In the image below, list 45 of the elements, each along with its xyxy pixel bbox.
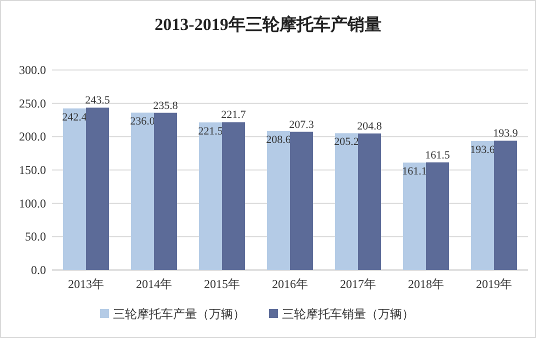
y-tick-label: 100.0 bbox=[19, 196, 46, 210]
y-tick-label: 300.0 bbox=[19, 63, 46, 77]
data-label: 221.7 bbox=[221, 109, 246, 122]
bar bbox=[131, 112, 154, 270]
x-tick-label: 2015年 bbox=[204, 277, 240, 291]
data-label: 221.5 bbox=[198, 125, 224, 138]
y-tick-label: 50.0 bbox=[25, 230, 46, 244]
legend-label: 三轮摩托车产量（万辆） bbox=[113, 307, 245, 321]
bar bbox=[222, 122, 245, 270]
bar bbox=[471, 140, 494, 270]
bar bbox=[426, 162, 449, 270]
y-tick-label: 200.0 bbox=[19, 130, 46, 144]
x-tick-label: 2019年 bbox=[476, 277, 512, 291]
data-label: 208.6 bbox=[266, 134, 292, 146]
bar bbox=[63, 108, 86, 270]
data-label: 204.8 bbox=[357, 120, 382, 132]
data-label: 207.3 bbox=[289, 118, 314, 131]
chart-title: 2013-2019年三轮摩托车产销量 bbox=[154, 15, 382, 34]
bar bbox=[290, 132, 313, 270]
y-tick-label: 150.0 bbox=[19, 163, 46, 177]
bar bbox=[358, 133, 381, 270]
y-tick-label: 250.0 bbox=[19, 96, 46, 110]
data-label: 205.2 bbox=[334, 136, 359, 148]
x-tick-label: 2016年 bbox=[272, 277, 308, 291]
data-label: 193.9 bbox=[493, 128, 518, 140]
x-tick-label: 2017年 bbox=[340, 277, 376, 291]
data-label: 193.6 bbox=[470, 144, 496, 156]
bar bbox=[267, 130, 290, 270]
bar bbox=[154, 112, 177, 270]
x-tick-label: 2013年 bbox=[68, 277, 104, 291]
x-tick-label: 2018年 bbox=[408, 277, 444, 291]
data-label: 242.4 bbox=[62, 111, 88, 124]
y-tick-label: 0.0 bbox=[31, 263, 46, 277]
bar bbox=[86, 108, 109, 270]
data-label: 161.5 bbox=[425, 149, 450, 162]
data-label: 236.0 bbox=[130, 116, 156, 128]
x-tick-label: 2014年 bbox=[136, 277, 172, 291]
bar bbox=[335, 133, 358, 270]
bar bbox=[403, 162, 426, 270]
bar bbox=[494, 140, 517, 270]
data-label: 243.5 bbox=[85, 94, 110, 107]
data-label: 161.1 bbox=[402, 166, 427, 178]
bar bbox=[199, 122, 222, 270]
data-label: 235.8 bbox=[153, 100, 178, 112]
legend-label: 三轮摩托车销量（万辆） bbox=[282, 307, 414, 321]
